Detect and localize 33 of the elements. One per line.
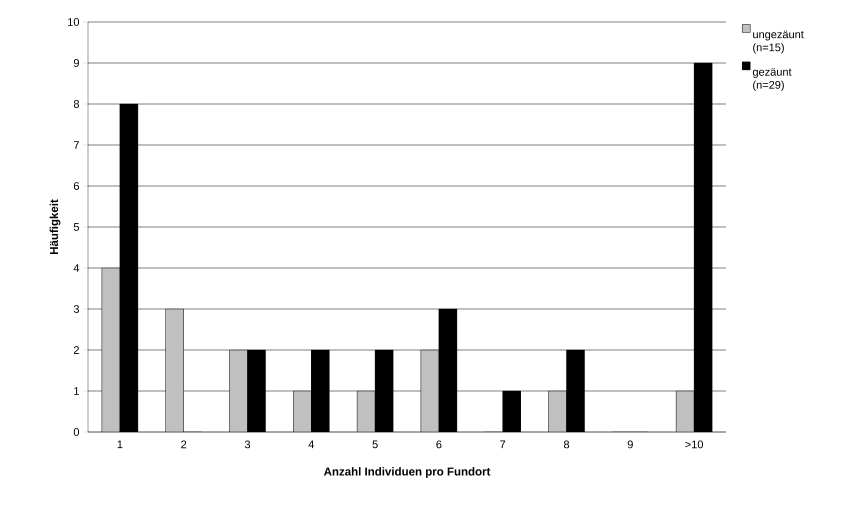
bar	[293, 390, 312, 432]
bar	[420, 350, 440, 432]
bar	[356, 390, 376, 432]
y-tick-label: 2	[74, 346, 79, 354]
x-tick-label: 3	[244, 440, 250, 448]
x-tick-label: >10	[685, 440, 704, 448]
bar	[229, 350, 248, 432]
x-tick-label: 8	[564, 440, 570, 448]
bar	[548, 390, 567, 432]
y-tick-label: 1	[74, 387, 79, 395]
y-tick-label: 3	[74, 305, 80, 313]
bar	[165, 308, 184, 432]
y-tick-label: 5	[74, 223, 80, 231]
y-tick-label: 7	[74, 141, 79, 149]
x-tick-label: 7	[500, 440, 506, 448]
x-tick-label: 4	[308, 440, 314, 448]
y-tick-label: 8	[74, 100, 80, 108]
y-tick-label: 4	[74, 264, 80, 272]
bar	[102, 268, 120, 432]
x-tick-label: 1	[118, 440, 122, 448]
x-tick-label: 5	[372, 440, 378, 448]
x-tick-label: 2	[181, 440, 186, 448]
y-tick-label: 10	[68, 18, 80, 26]
y-tick-label: 9	[74, 59, 79, 67]
bar	[676, 390, 694, 432]
y-axis-title: Häufigkeit	[50, 199, 60, 254]
y-tick-label: 0	[74, 428, 80, 436]
y-tick-label: 6	[74, 182, 80, 190]
legend-label: gezäunt (n=29)	[752, 68, 792, 91]
x-tick-label: 6	[436, 440, 442, 448]
x-axis-title: Anzahl Individuen pro Fundort	[324, 467, 490, 478]
legend-label: ungezäunt (n=15)	[753, 30, 804, 54]
x-tick-label: 9	[628, 440, 633, 448]
